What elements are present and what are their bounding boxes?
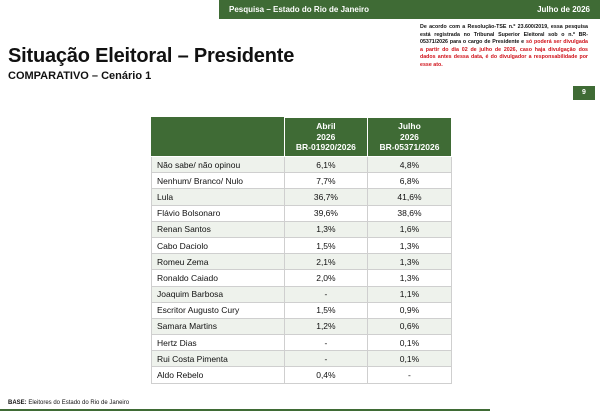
page-subtitle: COMPARATIVO – Cenário 1 xyxy=(8,70,152,82)
candidate-name: Romeu Zema xyxy=(151,253,285,271)
column-header-line: BR-05371/2026 xyxy=(379,142,440,153)
table-row: Joaquim Barbosa -1,1% xyxy=(151,285,453,303)
candidate-name: Escritor Augusto Cury xyxy=(151,301,285,319)
candidate-name: Nenhum/ Branco/ Nulo xyxy=(151,172,285,190)
value-julho: 1,3% xyxy=(366,236,453,255)
table-body: Não sabe/ não opinou 6,1% 4,8% Nenhum/ Bran… xyxy=(151,155,453,384)
candidate-name: Joaquim Barbosa xyxy=(151,285,285,303)
value-abril: 6,1% xyxy=(283,155,368,174)
legal-notice-warning: só poderá ser divulgada a partir do dia … xyxy=(420,39,589,68)
table-row: Lula 36,7% 41,6% xyxy=(151,188,453,206)
value-julho: 1,3% xyxy=(366,253,453,271)
base-label: BASE: xyxy=(8,400,27,406)
value-julho: 41,6% xyxy=(366,188,453,206)
legal-notice: De acordo com a Resolução-TSE n.º 23.600… xyxy=(420,24,588,70)
table-row: Aldo Rebelo 0,4% - xyxy=(151,366,453,384)
value-julho: 38,6% xyxy=(366,204,453,222)
candidate-name: Rui Costa Pimenta xyxy=(151,350,285,368)
value-abril: 1,2% xyxy=(283,317,368,336)
value-julho: 4,8% xyxy=(366,155,453,174)
table-row: Não sabe/ não opinou 6,1% 4,8% xyxy=(151,155,453,174)
base-note: BASE: Eleitores do Estado do Rio de Jane… xyxy=(8,400,129,406)
legal-notice-text: De acordo com a Resolução-TSE n.º 23.600… xyxy=(420,24,588,46)
value-julho: 0,1% xyxy=(366,334,453,352)
value-julho: 0,9% xyxy=(366,301,453,319)
value-julho: 6,8% xyxy=(366,172,453,190)
column-header-line: Abril xyxy=(316,121,336,132)
value-julho: 1,1% xyxy=(366,285,453,303)
value-abril: 2,1% xyxy=(283,253,368,271)
table-row: Renan Santos 1,3% 1,6% xyxy=(151,220,453,238)
value-abril: 36,7% xyxy=(283,188,368,206)
value-abril: 1,5% xyxy=(283,301,368,319)
base-text: Eleitores do Estado do Rio de Janeiro xyxy=(26,400,130,406)
value-abril: 2,0% xyxy=(283,269,368,287)
value-abril: - xyxy=(283,350,368,368)
top-header-bar: Pesquisa – Estado do Rio de Janeiro Julh… xyxy=(219,0,600,19)
candidate-name: Ronaldo Caiado xyxy=(151,269,285,287)
value-abril: 1,5% xyxy=(283,236,368,255)
value-abril: 7,7% xyxy=(283,172,368,190)
bottom-divider xyxy=(0,409,490,411)
candidate-name: Aldo Rebelo xyxy=(151,366,285,384)
table-row: Ronaldo Caiado 2,0% 1,3% xyxy=(151,269,453,287)
table-row: Escritor Augusto Cury 1,5% 0,9% xyxy=(151,301,453,319)
table-header-row: Abril 2026 BR-01920/2026 Julho 2026 BR-0… xyxy=(151,117,453,157)
column-header-julho: Julho 2026 BR-05371/2026 xyxy=(366,117,453,157)
value-abril: - xyxy=(283,285,368,303)
header-blank-cell xyxy=(151,117,285,157)
candidate-name: Hertz Dias xyxy=(151,334,285,352)
table-row: Romeu Zema 2,1% 1,3% xyxy=(151,253,453,271)
table-row: Cabo Daciolo 1,5% 1,3% xyxy=(151,236,453,255)
page-number: 9 xyxy=(573,86,595,100)
column-header-line: 2026 xyxy=(400,131,419,142)
value-abril: - xyxy=(283,334,368,352)
table-row: Nenhum/ Branco/ Nulo 7,7% 6,8% xyxy=(151,172,453,190)
column-header-line: BR-01920/2026 xyxy=(295,142,356,153)
page-title: Situação Eleitoral – Presidente xyxy=(8,45,295,67)
survey-date: Julho de 2026 xyxy=(537,5,590,14)
survey-label: Pesquisa – Estado do Rio de Janeiro xyxy=(229,5,370,14)
candidate-name: Cabo Daciolo xyxy=(151,236,285,255)
results-table: Abril 2026 BR-01920/2026 Julho 2026 BR-0… xyxy=(151,117,453,384)
column-header-line: 2026 xyxy=(316,131,336,142)
value-julho: 0,1% xyxy=(366,350,453,368)
value-julho: 1,6% xyxy=(366,220,453,238)
table-row: Hertz Dias -0,1% xyxy=(151,334,453,352)
candidate-name: Samara Martins xyxy=(151,317,285,336)
value-abril: 1,3% xyxy=(283,220,368,238)
candidate-name: Renan Santos xyxy=(151,220,285,238)
value-julho: 0,6% xyxy=(366,317,453,336)
value-abril: 39,6% xyxy=(283,204,368,222)
candidate-name: Lula xyxy=(151,188,285,206)
candidate-name: Não sabe/ não opinou xyxy=(151,155,285,174)
column-header-line: Julho xyxy=(398,121,421,132)
column-header-abril: Abril 2026 BR-01920/2026 xyxy=(283,117,368,157)
table-row: Flávio Bolsonaro 39,6% 38,6% xyxy=(151,204,453,222)
candidate-name: Flávio Bolsonaro xyxy=(151,204,285,222)
value-abril: 0,4% xyxy=(283,366,368,384)
table-row: Samara Martins 1,2% 0,6% xyxy=(151,317,453,336)
value-julho: 1,3% xyxy=(366,269,453,287)
value-julho: - xyxy=(366,366,453,384)
table-row: Rui Costa Pimenta -0,1% xyxy=(151,350,453,368)
